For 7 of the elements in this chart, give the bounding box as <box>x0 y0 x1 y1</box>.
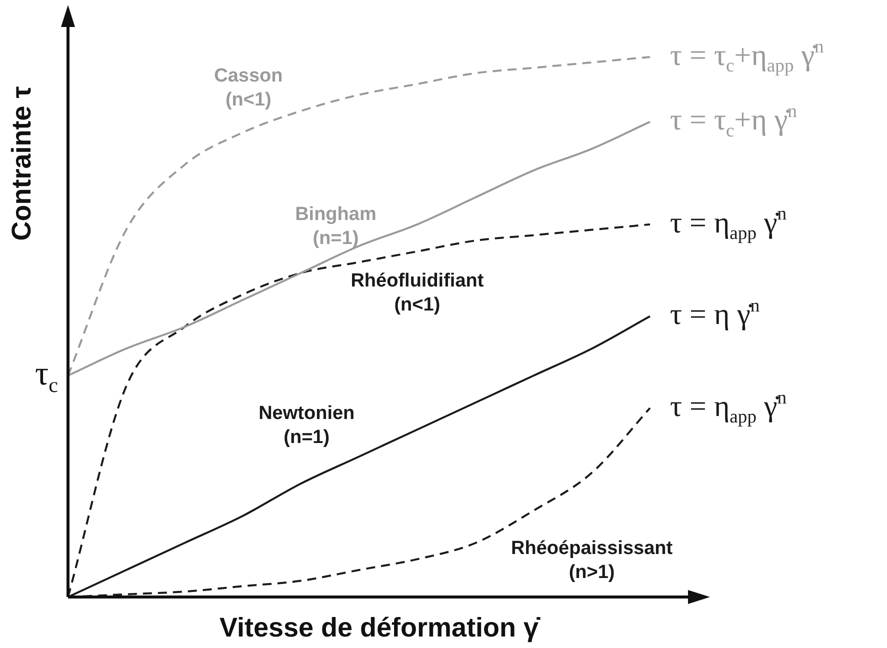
series-label: Rhéofluidifiant (n<1) <box>350 270 484 316</box>
series-label: Bingham (n=1) <box>295 204 376 250</box>
y-axis-title: Contrainte τ <box>6 86 36 241</box>
series-label: Newtonien (n=1) <box>258 403 355 448</box>
series-label: Rhéoépaississant (n>1) <box>511 538 674 584</box>
series-label: Casson (n<1) <box>214 66 283 111</box>
x-axis-title: Vitesse de déformation γ̇ <box>219 612 541 642</box>
